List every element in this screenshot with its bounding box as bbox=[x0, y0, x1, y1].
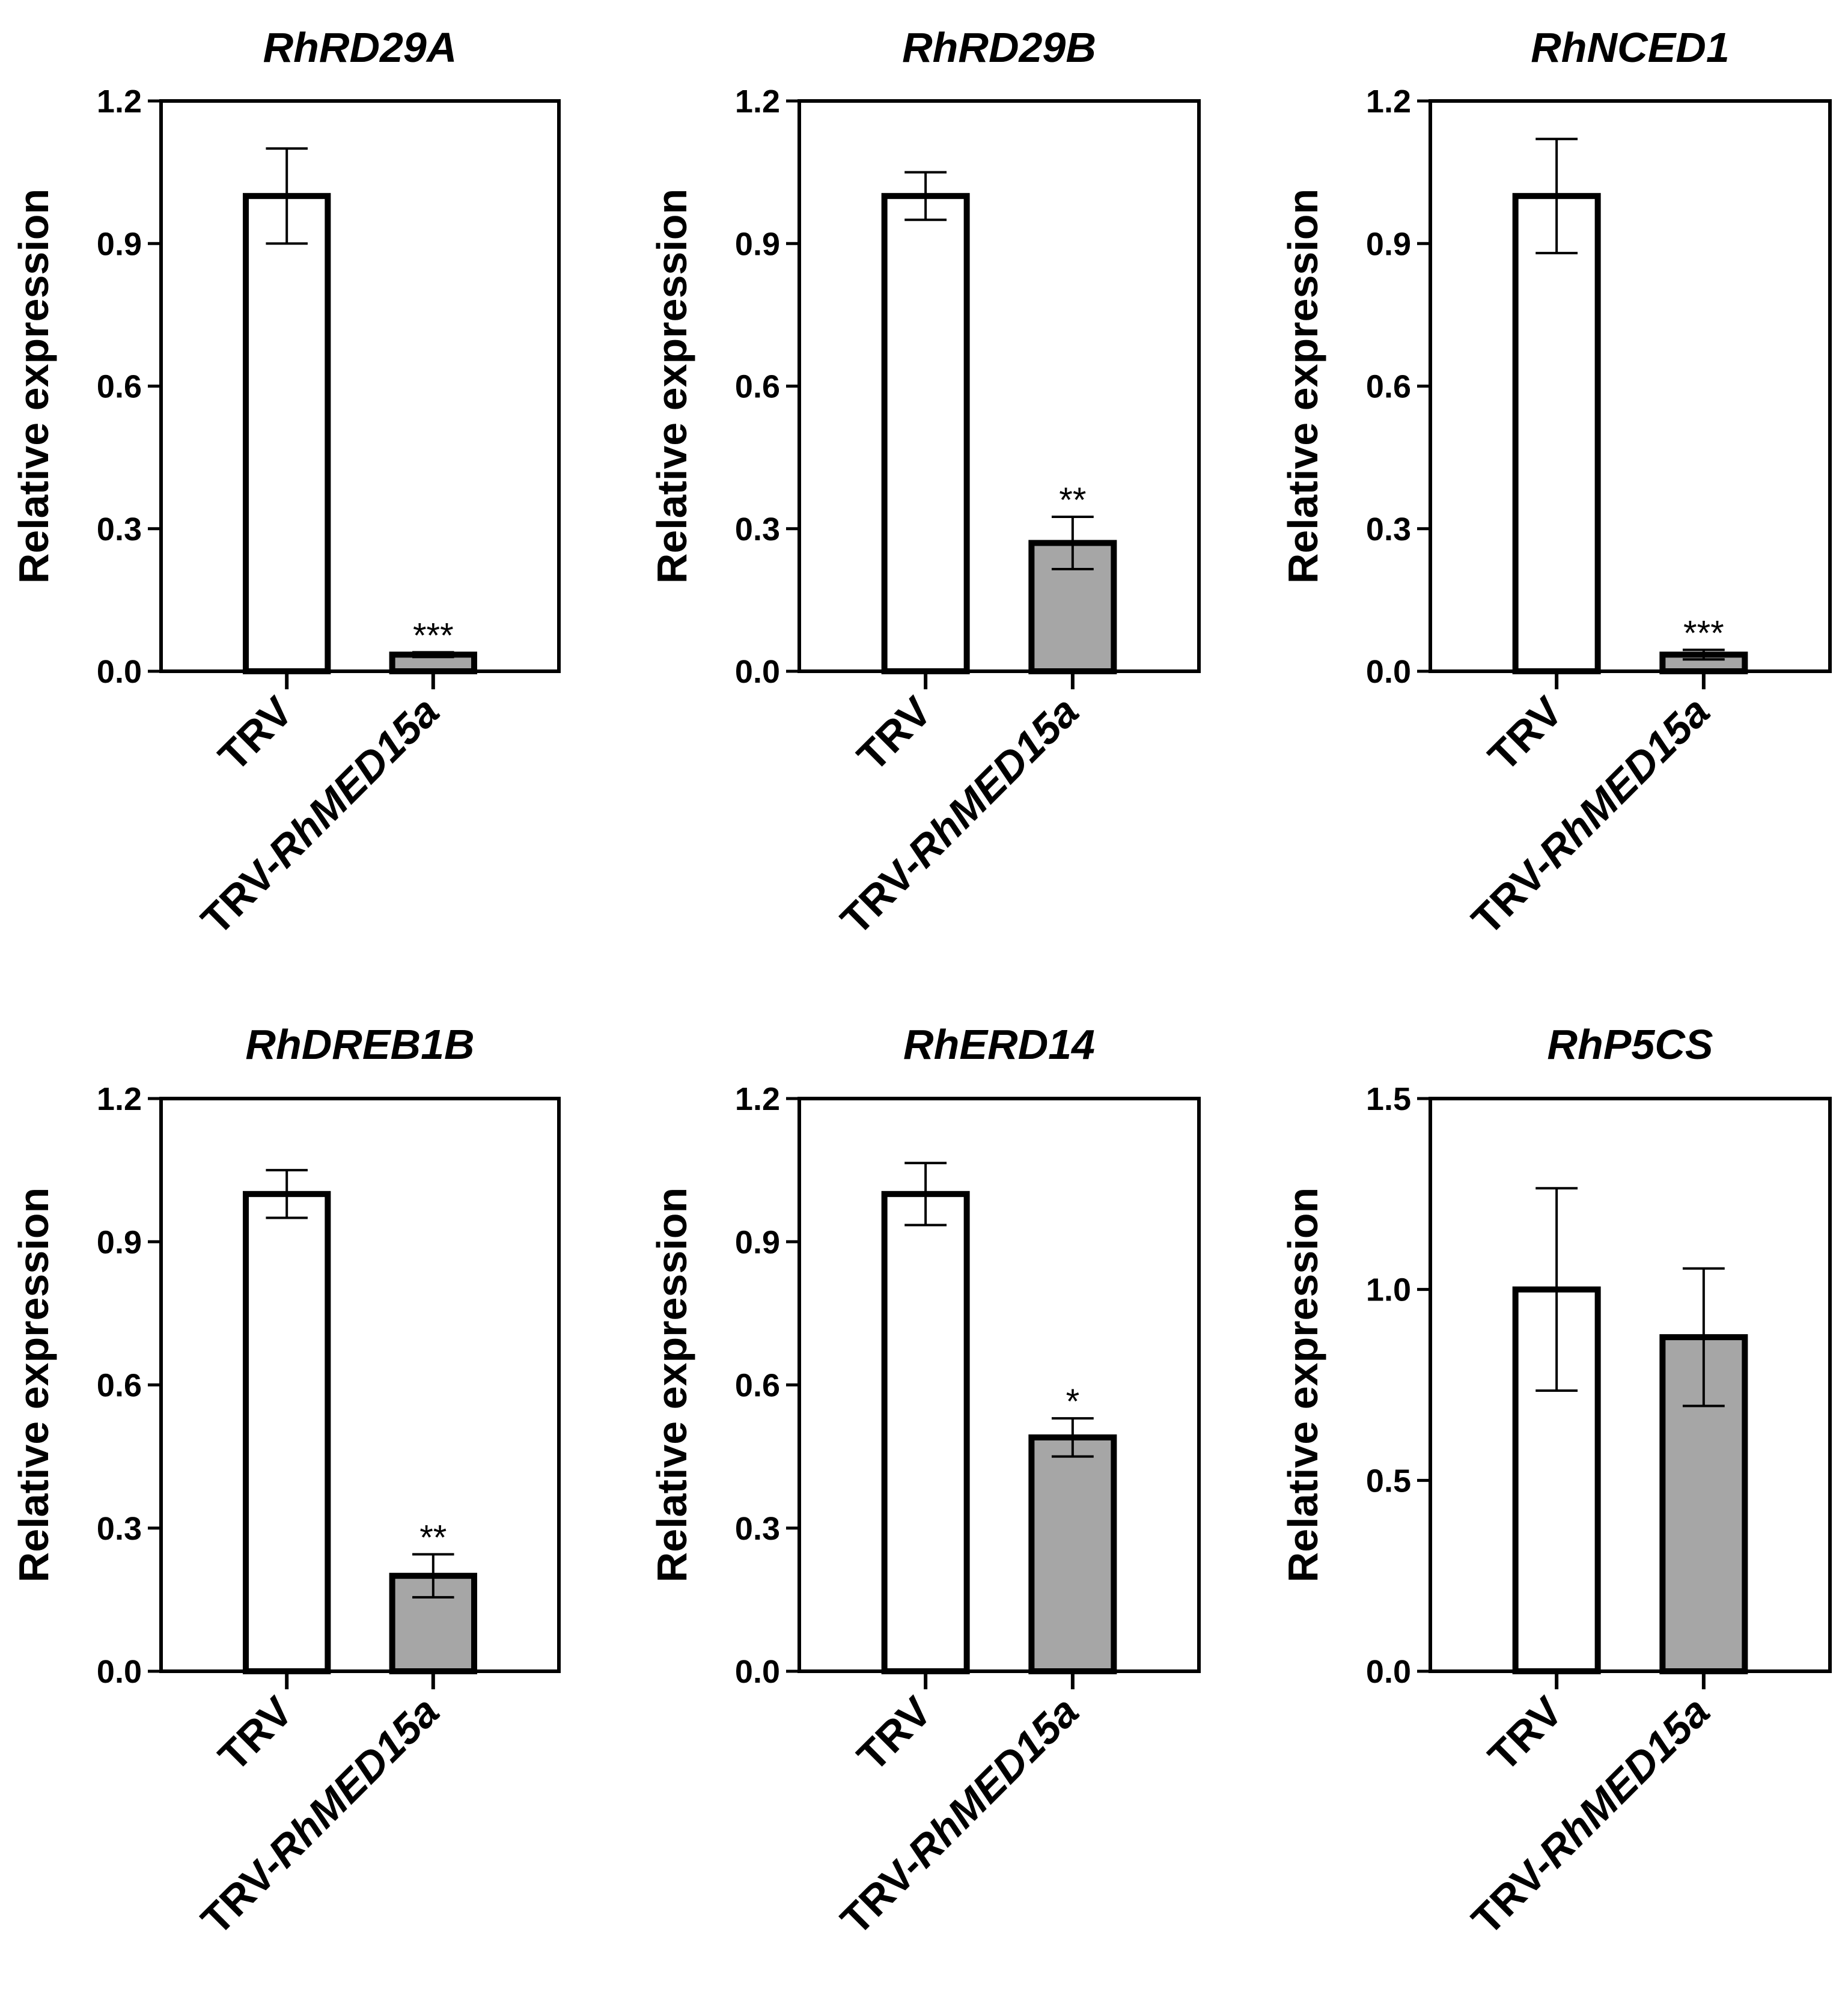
y-axis-label: Relative expression bbox=[10, 1187, 57, 1583]
y-tick-label: 0.6 bbox=[97, 1368, 142, 1404]
y-tick-label: 1.2 bbox=[735, 1081, 780, 1117]
y-tick-label: 0.0 bbox=[735, 654, 780, 690]
error-bar bbox=[1682, 1267, 1725, 1407]
y-tick-label: 0.9 bbox=[97, 1224, 142, 1260]
y-tick-label: 1.2 bbox=[735, 84, 780, 120]
y-tick-label: 0.0 bbox=[1366, 654, 1411, 690]
y-tick-label: 1.5 bbox=[1366, 1081, 1411, 1117]
y-tick-label: 0.9 bbox=[735, 1224, 780, 1260]
y-tick-label: 0.3 bbox=[735, 1511, 780, 1547]
y-axis-label: Relative expression bbox=[1279, 189, 1326, 584]
significance-label: *** bbox=[1683, 614, 1724, 653]
chart-title: RhNCED1 bbox=[1531, 24, 1730, 71]
y-tick-label: 0.6 bbox=[735, 369, 780, 405]
x-tick-label: TRV bbox=[1479, 1687, 1571, 1779]
y-tick-label: 1.0 bbox=[1366, 1272, 1411, 1308]
x-tick-label: TRV bbox=[848, 1687, 940, 1779]
plot-frame bbox=[159, 99, 561, 673]
chart-title: RhRD29A bbox=[263, 24, 457, 71]
x-tick-label: TRV bbox=[210, 1687, 302, 1779]
error-bar bbox=[412, 651, 454, 659]
x-tick-label-plain: TRV bbox=[848, 1687, 940, 1779]
y-tick-label: 0.3 bbox=[97, 1511, 142, 1547]
chart-title: RhRD29B bbox=[902, 24, 1096, 71]
y-tick-label: 0.6 bbox=[1366, 369, 1411, 405]
y-tick-label: 0.3 bbox=[1366, 511, 1411, 547]
significance-label: * bbox=[1066, 1382, 1080, 1421]
y-tick-label: 0.9 bbox=[735, 226, 780, 262]
plot-frame bbox=[1429, 1097, 1832, 1673]
y-axis-label: Relative expression bbox=[648, 1187, 695, 1583]
y-axis-label: Relative expression bbox=[10, 189, 57, 584]
error-bar bbox=[1535, 138, 1578, 255]
bar-trv bbox=[1512, 193, 1601, 674]
y-tick-label: 0.0 bbox=[97, 654, 142, 690]
x-tick-label: TRV bbox=[848, 687, 940, 779]
plot-frame bbox=[1429, 99, 1832, 673]
bar-trv-rhmed15a bbox=[1028, 1434, 1117, 1675]
error-bar bbox=[266, 1169, 308, 1219]
error-bar bbox=[266, 147, 308, 245]
y-tick-label: 0.3 bbox=[97, 511, 142, 547]
chart-title: RhERD14 bbox=[903, 1021, 1095, 1068]
x-tick-label-plain: TRV bbox=[1479, 1687, 1571, 1779]
y-axis-label: Relative expression bbox=[1279, 1187, 1326, 1583]
y-tick-label: 0.5 bbox=[1366, 1463, 1411, 1499]
y-tick-label: 0.9 bbox=[97, 226, 142, 262]
error-bar bbox=[904, 171, 947, 221]
y-tick-label: 0.3 bbox=[735, 511, 780, 547]
significance-label: *** bbox=[413, 616, 454, 655]
x-tick-label: TRV bbox=[210, 687, 302, 779]
y-tick-label: 0.6 bbox=[97, 369, 142, 405]
bar-trv bbox=[243, 1191, 331, 1675]
y-tick-label: 1.2 bbox=[97, 84, 142, 120]
error-bar bbox=[1051, 515, 1094, 570]
plot-frame bbox=[797, 99, 1201, 673]
error-bar bbox=[1051, 1417, 1094, 1458]
error-bar bbox=[412, 1553, 454, 1599]
plot-frame bbox=[159, 1097, 561, 1673]
y-tick-label: 0.0 bbox=[735, 1654, 780, 1690]
x-tick-label-plain: TRV bbox=[1479, 687, 1571, 779]
error-bar bbox=[904, 1162, 947, 1227]
y-tick-label: 0.0 bbox=[1366, 1654, 1411, 1690]
y-tick-label: 0.9 bbox=[1366, 226, 1411, 262]
x-tick-label: TRV bbox=[1479, 687, 1571, 779]
y-tick-label: 1.2 bbox=[97, 1081, 142, 1117]
y-tick-label: 0.6 bbox=[735, 1368, 780, 1404]
significance-label: ** bbox=[1059, 481, 1086, 520]
x-tick-label-plain: TRV bbox=[210, 687, 302, 779]
y-tick-label: 0.0 bbox=[97, 1654, 142, 1690]
x-tick-label-plain: TRV bbox=[210, 1687, 302, 1779]
error-bar bbox=[1535, 1187, 1578, 1392]
bar-trv bbox=[881, 1191, 970, 1675]
y-axis-label: Relative expression bbox=[648, 189, 695, 584]
significance-label: ** bbox=[419, 1518, 447, 1557]
error-bar bbox=[1682, 648, 1725, 661]
chart-title: RhP5CS bbox=[1547, 1021, 1713, 1068]
chart-title: RhDREB1B bbox=[245, 1021, 474, 1068]
y-tick-label: 1.2 bbox=[1366, 84, 1411, 120]
bar-trv bbox=[243, 193, 331, 674]
bar-trv bbox=[881, 193, 970, 674]
plot-frame bbox=[797, 1097, 1201, 1673]
x-tick-label-plain: TRV bbox=[848, 687, 940, 779]
